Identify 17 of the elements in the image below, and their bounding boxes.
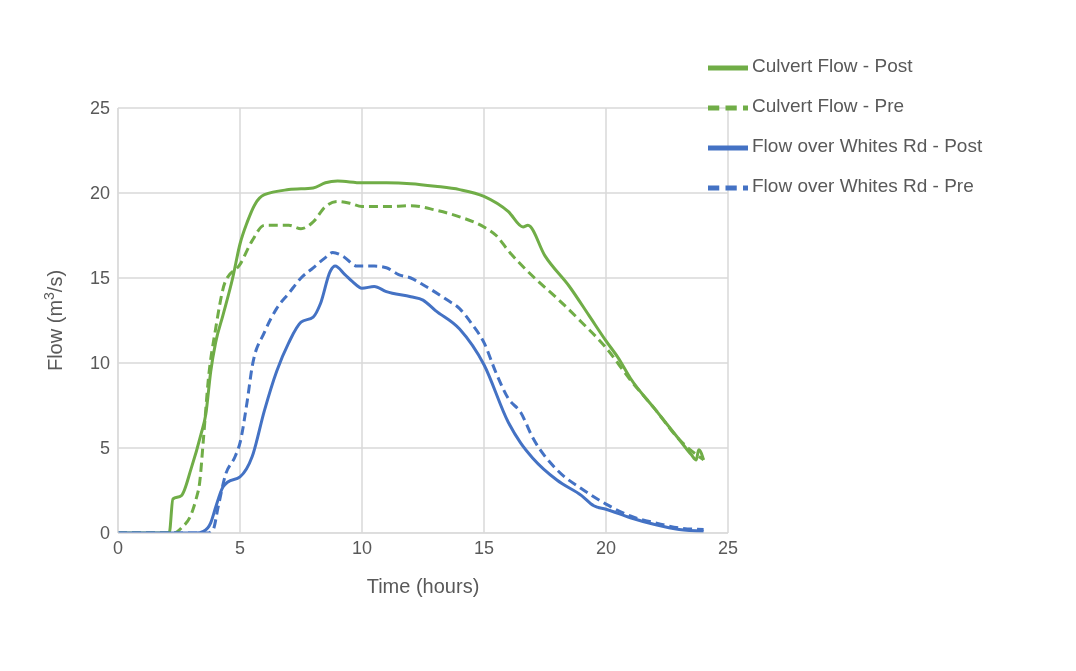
x-tick-label: 10 [351, 537, 373, 558]
x-tick-label: 0 [112, 537, 124, 558]
x-tick-label: 20 [595, 537, 617, 558]
legend-label: Culvert Flow - Pre [752, 95, 905, 117]
y-tick-label: 10 [89, 353, 110, 374]
legend-label: Culvert Flow - Post [752, 55, 913, 77]
x-tick-label: 25 [717, 537, 739, 558]
x-tick-label: 5 [234, 537, 246, 558]
y-tick-label: 5 [99, 438, 110, 459]
y-tick-label: 25 [89, 98, 110, 119]
y-tick-label: 20 [89, 183, 110, 204]
x-axis-title: Time (hours) [366, 575, 480, 597]
x-tick-label: 15 [473, 537, 495, 558]
y-tick-label: 15 [89, 268, 110, 289]
legend-label: Flow over Whites Rd - Post [752, 135, 983, 157]
legend-label: Flow over Whites Rd - Pre [752, 175, 974, 197]
y-tick-label: 0 [99, 523, 110, 544]
